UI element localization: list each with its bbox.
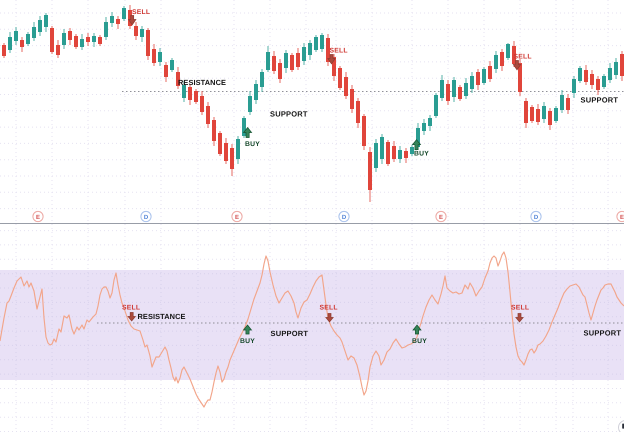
svg-text:BUY: BUY bbox=[240, 338, 255, 345]
svg-text:SUPPORT: SUPPORT bbox=[584, 329, 622, 338]
svg-text:D: D bbox=[342, 214, 347, 221]
svg-text:RESISTANCE: RESISTANCE bbox=[178, 78, 226, 87]
svg-text:RESISTANCE: RESISTANCE bbox=[138, 312, 186, 321]
svg-text:BUY: BUY bbox=[245, 141, 260, 148]
svg-text:E: E bbox=[620, 214, 624, 221]
svg-text:SELL: SELL bbox=[320, 305, 338, 312]
svg-text:D: D bbox=[144, 214, 149, 221]
svg-text:SELL: SELL bbox=[330, 48, 348, 55]
svg-text:BUY: BUY bbox=[414, 151, 429, 158]
svg-text:SUPPORT: SUPPORT bbox=[271, 329, 309, 338]
svg-text:SELL: SELL bbox=[122, 305, 140, 312]
svg-text:SUPPORT: SUPPORT bbox=[581, 96, 619, 105]
svg-text:BUY: BUY bbox=[412, 338, 427, 345]
svg-text:SUPPORT: SUPPORT bbox=[270, 110, 308, 119]
svg-text:E: E bbox=[36, 214, 40, 221]
svg-text:E: E bbox=[439, 214, 443, 221]
svg-text:SELL: SELL bbox=[514, 54, 532, 61]
svg-text:E: E bbox=[235, 214, 239, 221]
svg-text:D: D bbox=[534, 214, 539, 221]
svg-text:SELL: SELL bbox=[511, 305, 529, 312]
svg-text:SELL: SELL bbox=[132, 9, 150, 16]
